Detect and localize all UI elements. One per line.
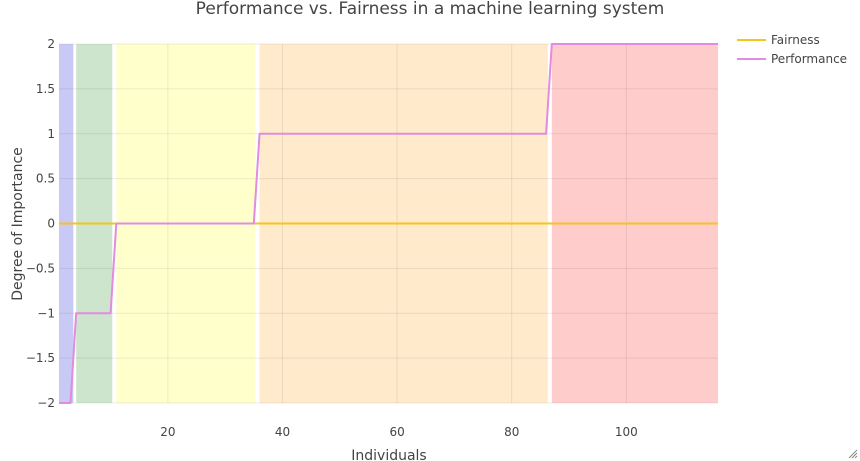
- x-axis-ticks: 20 40 60 80 100: [160, 425, 638, 439]
- legend-label-performance: Performance: [771, 52, 847, 66]
- y-tick-label: 1: [47, 127, 55, 141]
- x-tick-label: 100: [615, 425, 638, 439]
- y-tick-label: 0.5: [36, 172, 55, 186]
- x-tick-label: 60: [389, 425, 404, 439]
- x-axis-title: Individuals: [351, 448, 426, 461]
- x-tick-label: 20: [160, 425, 175, 439]
- y-tick-label: 2: [47, 37, 55, 51]
- y-tick-label: −2: [37, 396, 55, 410]
- resize-grip-icon[interactable]: [848, 449, 858, 459]
- legend-item-fairness[interactable]: Fairness: [737, 33, 820, 47]
- x-tick-label: 40: [275, 425, 290, 439]
- legend[interactable]: Fairness Performance: [737, 33, 847, 66]
- x-tick-label: 80: [504, 425, 519, 439]
- y-axis-title: Degree of Importance: [10, 147, 26, 301]
- y-axis-ticks: 2 1.5 1 0.5 0 −0.5 −1 −1.5 −2: [26, 37, 55, 410]
- y-tick-label: 0: [47, 217, 55, 231]
- y-tick-label: −1.5: [26, 351, 55, 365]
- legend-label-fairness: Fairness: [771, 33, 820, 47]
- chart-title: Performance vs. Fairness in a machine le…: [196, 0, 665, 19]
- series-lines: [59, 43, 718, 404]
- series-line-performance[interactable]: [59, 43, 718, 404]
- y-tick-label: 1.5: [36, 82, 55, 96]
- y-tick-label: −1: [37, 306, 55, 320]
- y-tick-label: −0.5: [26, 261, 55, 275]
- legend-item-performance[interactable]: Performance: [737, 52, 847, 66]
